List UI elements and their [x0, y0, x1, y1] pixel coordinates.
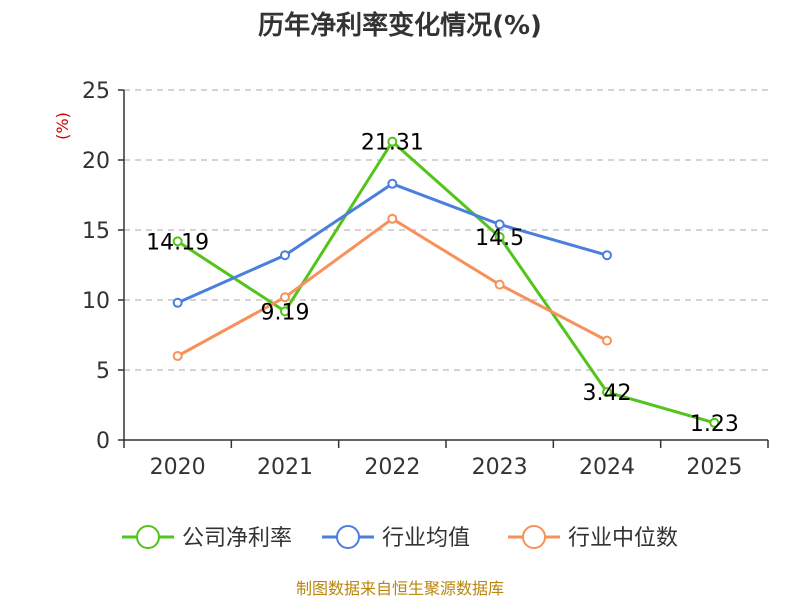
- data-point: [709, 417, 720, 428]
- y-tick-label: 15: [82, 219, 110, 244]
- data-point: [494, 232, 505, 242]
- legend-marker: [336, 525, 360, 549]
- data-point: [280, 292, 290, 303]
- y-tick-label: 25: [82, 79, 110, 104]
- x-tick-label: 2025: [686, 455, 742, 480]
- chart-title: 历年净利率变化情况(%): [258, 10, 542, 41]
- data-point: [602, 335, 612, 346]
- footer-source: 制图数据来自恒生聚源数据库: [296, 579, 504, 598]
- data-point: [602, 250, 612, 261]
- legend-marker: [136, 525, 160, 549]
- data-point: [387, 213, 398, 224]
- data-point: [602, 387, 612, 398]
- x-tick-label: 2020: [150, 455, 206, 480]
- y-axis-unit-label: (%): [53, 112, 72, 140]
- legend-item-2[interactable]: 行业中位数: [508, 525, 678, 551]
- data-point: [494, 219, 505, 230]
- x-tick-label: 2022: [364, 455, 420, 480]
- data-label: 1.23: [690, 412, 739, 437]
- x-tick-label: 2021: [257, 455, 313, 480]
- legend-marker: [522, 525, 546, 549]
- y-tick-label: 20: [82, 149, 110, 174]
- data-label: 14.5: [475, 226, 524, 251]
- series-line-2: [176, 217, 608, 358]
- legend-label: 公司净利率: [182, 526, 292, 551]
- x-tick-label: 2024: [579, 455, 635, 480]
- data-point: [494, 279, 505, 290]
- legend-item-1[interactable]: 行业均值: [322, 525, 470, 551]
- data-point: [172, 236, 183, 247]
- legend-label: 行业均值: [382, 526, 470, 551]
- data-label: 3.42: [583, 381, 632, 406]
- data-point: [172, 351, 183, 361]
- data-label: 9.19: [261, 300, 310, 325]
- data-point: [387, 178, 398, 189]
- legend-label: 行业中位数: [568, 526, 678, 551]
- data-point: [280, 250, 290, 261]
- legend: 公司净利率 行业均值 行业中位数: [122, 525, 678, 551]
- data-labels: 14.19 9.19 21.31 14.5 3.42 1.23: [146, 131, 739, 437]
- x-tick-label: 2023: [472, 455, 528, 480]
- legend-item-0[interactable]: 公司净利率: [122, 525, 292, 551]
- data-label: 14.19: [146, 230, 209, 255]
- data-point: [280, 306, 290, 317]
- data-label: 21.31: [361, 131, 424, 156]
- series-lines: [172, 136, 720, 428]
- y-tick-label: 10: [82, 289, 110, 314]
- y-tick-label: 5: [96, 359, 110, 384]
- data-point: [172, 297, 183, 308]
- grid-lines: [124, 89, 768, 371]
- series-line-0: [176, 140, 715, 425]
- data-point: [387, 136, 398, 147]
- y-tick-label: 0: [96, 429, 110, 454]
